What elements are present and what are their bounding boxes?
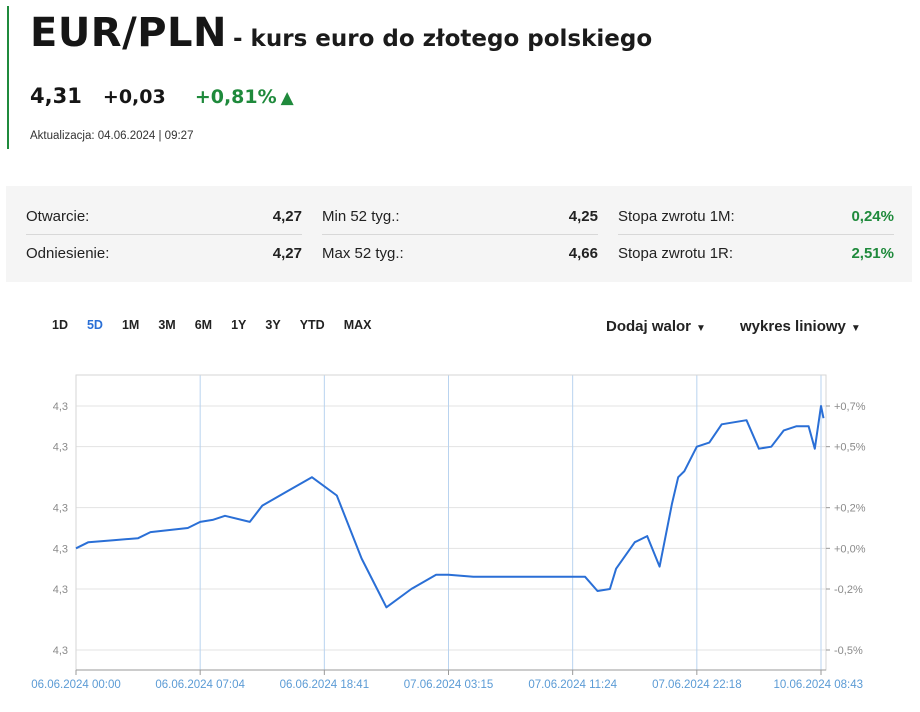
add-asset-dropdown[interactable]: Dodaj walor ▼ bbox=[606, 318, 706, 335]
stats-column-1: Otwarcie: 4,27 Odniesienie: 4,27 bbox=[26, 198, 302, 271]
range-1m-button[interactable]: 1M bbox=[121, 318, 140, 332]
price-change-percent: +0,81% bbox=[194, 86, 277, 108]
stat-return-1y: Stopa zwrotu 1R: 2,51% bbox=[618, 235, 894, 271]
y-left-tick-label: 4,3 bbox=[53, 401, 68, 413]
range-5d-button[interactable]: 5D bbox=[86, 318, 103, 332]
caret-down-icon: ▼ bbox=[850, 323, 861, 334]
stat-value: 4,66 bbox=[568, 244, 598, 262]
stat-open: Otwarcie: 4,27 bbox=[26, 198, 302, 235]
page-title: EUR/PLN - kurs euro do złotego polskiego bbox=[30, 10, 652, 56]
y-left-tick-label: 4,3 bbox=[53, 645, 68, 657]
stats-panel: Otwarcie: 4,27 Odniesienie: 4,27 Min 52 … bbox=[6, 186, 912, 282]
x-tick-label: 07.06.2024 03:15 bbox=[404, 679, 494, 691]
quote-summary: 4,31 +0,03 +0,81% ▲ bbox=[30, 84, 294, 108]
current-price: 4,31 bbox=[30, 84, 82, 108]
y-left-tick-label: 4,3 bbox=[53, 584, 68, 596]
ticker-symbol: EUR/PLN bbox=[30, 10, 227, 56]
y-right-tick-label: -0,2% bbox=[834, 584, 863, 596]
stat-min-52w: Min 52 tyg.: 4,25 bbox=[322, 198, 598, 235]
x-tick-label: 07.06.2024 22:18 bbox=[652, 679, 742, 691]
y-left-tick-label: 4,3 bbox=[53, 503, 68, 515]
stat-label: Otwarcie: bbox=[26, 207, 90, 225]
stat-label: Max 52 tyg.: bbox=[322, 244, 404, 262]
up-arrow-icon: ▲ bbox=[280, 88, 294, 108]
range-max-button[interactable]: MAX bbox=[343, 318, 372, 332]
stat-max-52w: Max 52 tyg.: 4,66 bbox=[322, 235, 598, 271]
series-line bbox=[75, 405, 825, 609]
stat-value: 0,24% bbox=[851, 207, 894, 225]
accent-bar bbox=[7, 6, 9, 149]
price-change: +0,03 bbox=[102, 86, 166, 108]
x-tick-label: 07.06.2024 11:24 bbox=[528, 679, 617, 691]
x-tick-label: 06.06.2024 00:00 bbox=[31, 679, 121, 691]
y-right-tick-label: +0,7% bbox=[834, 401, 866, 413]
range-1d-button[interactable]: 1D bbox=[52, 318, 68, 332]
stat-label: Odniesienie: bbox=[26, 244, 110, 262]
range-3m-button[interactable]: 3M bbox=[158, 318, 176, 332]
y-right-tick-label: +0,2% bbox=[834, 503, 866, 515]
range-1y-button[interactable]: 1Y bbox=[231, 318, 247, 332]
chart-type-label: wykres liniowy bbox=[740, 318, 846, 335]
ticker-subtitle: - kurs euro do złotego polskiego bbox=[233, 26, 653, 52]
x-tick-label: 10.06.2024 08:43 bbox=[773, 679, 863, 691]
x-tick-label: 06.06.2024 07:04 bbox=[155, 679, 245, 691]
stats-column-3: Stopa zwrotu 1M: 0,24% Stopa zwrotu 1R: … bbox=[618, 198, 894, 271]
range-6m-button[interactable]: 6M bbox=[194, 318, 213, 332]
stat-value: 2,51% bbox=[851, 244, 894, 262]
stat-value: 4,27 bbox=[272, 244, 302, 262]
y-left-tick-label: 4,3 bbox=[53, 543, 68, 555]
y-right-tick-label: +0,5% bbox=[834, 442, 866, 454]
update-timestamp: Aktualizacja: 04.06.2024 | 09:27 bbox=[30, 130, 194, 142]
stat-reference: Odniesienie: 4,27 bbox=[26, 235, 302, 271]
y-left-tick-label: 4,3 bbox=[53, 442, 68, 454]
stats-column-2: Min 52 tyg.: 4,25 Max 52 tyg.: 4,66 bbox=[322, 198, 598, 271]
add-asset-label: Dodaj walor bbox=[606, 318, 692, 335]
stat-value: 4,25 bbox=[568, 207, 598, 225]
chart-type-dropdown[interactable]: wykres liniowy ▼ bbox=[740, 318, 861, 335]
stat-label: Stopa zwrotu 1R: bbox=[618, 244, 734, 262]
y-right-tick-label: +0,0% bbox=[834, 543, 866, 555]
x-tick-label: 06.06.2024 18:41 bbox=[280, 679, 370, 691]
range-ytd-button[interactable]: YTD bbox=[299, 318, 325, 332]
y-right-tick-label: -0,5% bbox=[834, 645, 863, 657]
caret-down-icon: ▼ bbox=[696, 323, 706, 334]
plot-frame bbox=[75, 374, 827, 671]
stat-value: 4,27 bbox=[272, 207, 302, 225]
stat-label: Min 52 tyg.: bbox=[322, 207, 400, 225]
range-3y-button[interactable]: 3Y bbox=[265, 318, 281, 332]
stat-return-1m: Stopa zwrotu 1M: 0,24% bbox=[618, 198, 894, 235]
stat-label: Stopa zwrotu 1M: bbox=[618, 207, 735, 225]
range-selector: 1D 5D 1M 3M 6M 1Y 3Y YTD MAX bbox=[52, 318, 390, 332]
